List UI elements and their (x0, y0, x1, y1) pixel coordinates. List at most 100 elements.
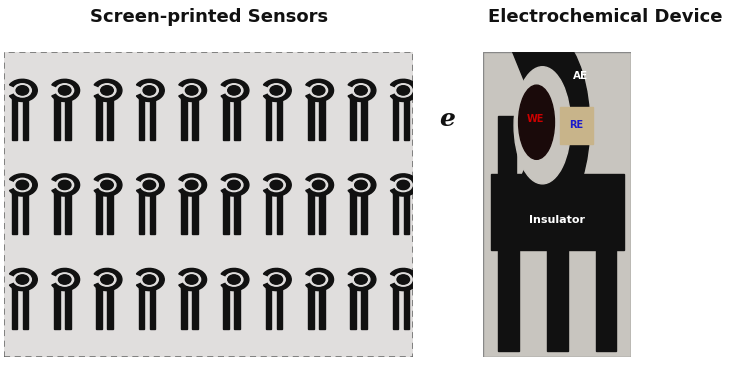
Circle shape (355, 275, 368, 284)
Circle shape (228, 86, 240, 94)
Wedge shape (306, 174, 334, 196)
Bar (351, 283, 356, 329)
Bar (139, 94, 145, 140)
Wedge shape (348, 174, 376, 196)
Bar (277, 283, 283, 329)
Circle shape (270, 86, 283, 95)
Bar (393, 189, 399, 234)
Circle shape (140, 84, 158, 97)
Circle shape (101, 275, 113, 284)
Bar (181, 189, 187, 234)
Bar (150, 94, 156, 140)
Circle shape (56, 273, 74, 286)
Bar (12, 283, 28, 289)
Circle shape (183, 84, 201, 97)
Wedge shape (52, 79, 80, 102)
Bar (12, 189, 18, 234)
Wedge shape (390, 174, 418, 196)
Circle shape (313, 275, 324, 284)
Bar (23, 94, 28, 140)
Circle shape (271, 181, 282, 189)
Circle shape (58, 275, 71, 284)
Bar (361, 283, 367, 329)
Circle shape (267, 84, 286, 97)
Circle shape (185, 180, 198, 190)
Circle shape (228, 181, 240, 189)
Circle shape (225, 273, 243, 286)
Circle shape (140, 178, 158, 192)
Bar (97, 94, 113, 99)
Circle shape (16, 86, 29, 95)
Bar (404, 283, 410, 329)
Bar (139, 189, 145, 234)
Wedge shape (137, 269, 165, 291)
Bar (351, 189, 356, 234)
Bar (224, 94, 240, 99)
Bar (266, 283, 283, 289)
Bar (65, 189, 71, 234)
Bar (266, 189, 272, 234)
Circle shape (58, 86, 71, 95)
Bar (12, 189, 28, 194)
Wedge shape (137, 174, 165, 196)
Bar (404, 94, 410, 140)
Bar (351, 94, 367, 99)
Wedge shape (348, 269, 376, 291)
Circle shape (312, 275, 325, 284)
Wedge shape (306, 79, 334, 102)
Bar (224, 94, 229, 140)
Circle shape (355, 86, 368, 95)
Bar (234, 94, 240, 140)
Bar (393, 94, 399, 140)
Circle shape (98, 178, 116, 192)
Bar (54, 189, 60, 234)
Bar (192, 94, 198, 140)
Wedge shape (52, 269, 80, 291)
Circle shape (143, 180, 156, 190)
Circle shape (267, 273, 286, 286)
Bar (54, 94, 71, 99)
Bar (139, 189, 156, 194)
Bar (319, 283, 325, 329)
Wedge shape (10, 174, 38, 196)
Circle shape (397, 275, 410, 284)
Wedge shape (94, 269, 122, 291)
Circle shape (313, 86, 324, 94)
Circle shape (186, 275, 197, 284)
Wedge shape (390, 79, 418, 102)
Circle shape (225, 178, 243, 192)
Bar (224, 283, 240, 289)
Circle shape (186, 86, 197, 94)
Circle shape (144, 86, 155, 94)
Bar (596, 235, 616, 351)
Wedge shape (179, 79, 207, 102)
Wedge shape (263, 269, 292, 291)
Bar (150, 189, 156, 234)
Text: Electrochemical Device: Electrochemical Device (488, 8, 723, 26)
Text: RE: RE (569, 120, 584, 130)
Wedge shape (94, 79, 122, 102)
Bar (266, 94, 283, 99)
Circle shape (519, 85, 554, 159)
Wedge shape (512, 28, 590, 223)
Wedge shape (221, 174, 249, 196)
Bar (393, 94, 410, 99)
Circle shape (101, 86, 113, 95)
Bar (54, 94, 60, 140)
Wedge shape (52, 174, 80, 196)
Circle shape (101, 86, 113, 94)
Bar (224, 189, 229, 234)
Circle shape (56, 178, 74, 192)
Circle shape (185, 275, 198, 284)
Circle shape (228, 86, 241, 95)
Circle shape (225, 84, 243, 97)
Bar (54, 189, 71, 194)
Bar (393, 283, 399, 329)
Text: Screen-printed Sensors: Screen-printed Sensors (90, 8, 328, 26)
Bar (361, 94, 367, 140)
Circle shape (355, 181, 367, 189)
Circle shape (228, 275, 240, 284)
Bar (97, 189, 102, 234)
Text: Insulator: Insulator (529, 215, 585, 225)
Bar (308, 283, 314, 329)
